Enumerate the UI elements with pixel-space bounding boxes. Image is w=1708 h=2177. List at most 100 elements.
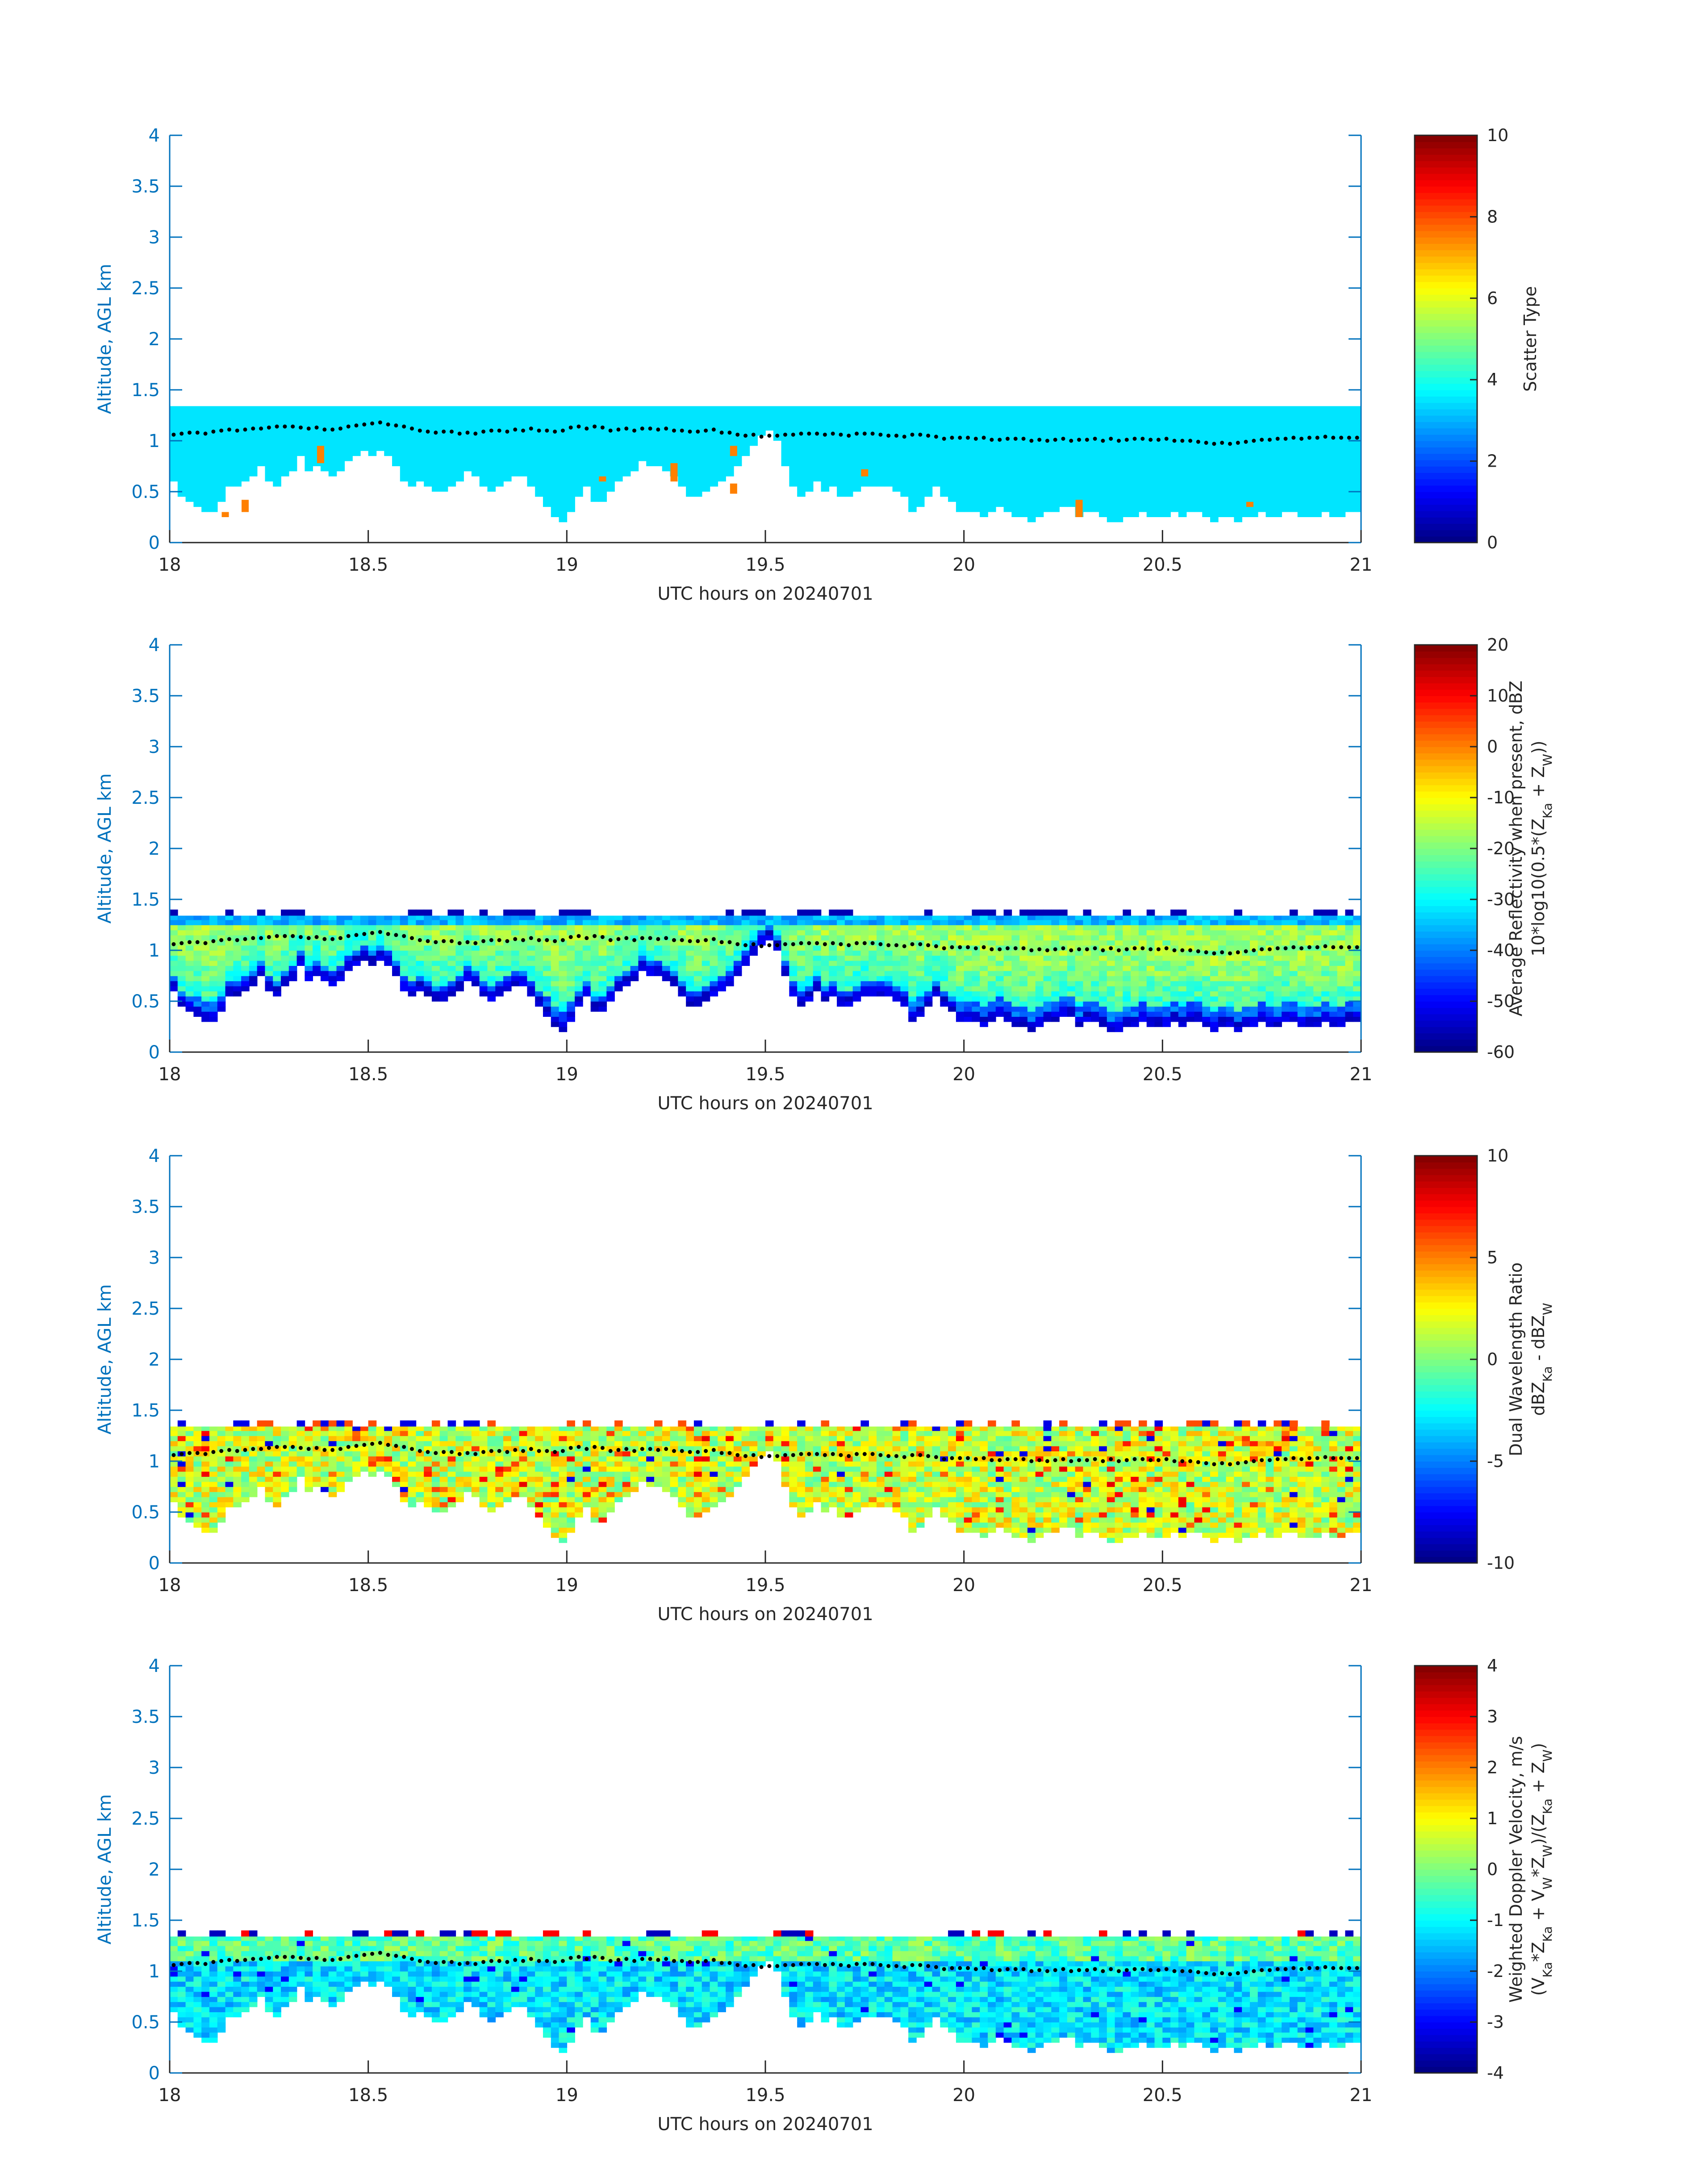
cloud-cell bbox=[829, 925, 837, 931]
cloud-top-cell bbox=[908, 1420, 917, 1427]
cloud-cell bbox=[860, 1487, 869, 1492]
cloud-cell bbox=[320, 960, 329, 966]
cloud-cell bbox=[313, 970, 321, 976]
cloud-cell bbox=[884, 1456, 893, 1462]
cloud-cell bbox=[328, 1466, 337, 1472]
cloud-top-dot bbox=[1196, 439, 1200, 444]
cloud-top-dot bbox=[521, 428, 526, 433]
cloud-cell bbox=[1162, 981, 1171, 986]
cloud-cell bbox=[877, 991, 885, 997]
cloud-cell bbox=[813, 1430, 822, 1436]
cloud-cell bbox=[1234, 930, 1242, 936]
cloud-cell bbox=[249, 965, 258, 971]
cloud-cell bbox=[932, 1446, 941, 1451]
cloud-cell bbox=[360, 1451, 369, 1457]
cloud-cell bbox=[821, 1456, 830, 1462]
cloud-cell bbox=[1138, 1011, 1147, 1017]
cloud-cell bbox=[718, 965, 726, 971]
cloud-cell bbox=[622, 930, 631, 936]
cloud-cell bbox=[376, 1430, 385, 1436]
cloud-cell bbox=[844, 940, 853, 946]
cloud-cell bbox=[1123, 1001, 1131, 1007]
cloud-cell bbox=[900, 1492, 909, 1497]
cloud-cell bbox=[590, 915, 599, 920]
cloud-cell bbox=[559, 1016, 568, 1022]
cloud-cell bbox=[1234, 965, 1242, 971]
cloud-top-dot bbox=[1339, 435, 1344, 440]
cloud-cell bbox=[241, 1487, 250, 1492]
cloud-cell bbox=[813, 406, 822, 482]
cloud-cell bbox=[543, 919, 551, 925]
cloud-cell bbox=[646, 945, 655, 951]
cloud-cell bbox=[789, 986, 798, 991]
cloud-cell bbox=[1345, 919, 1354, 925]
isolated-cell bbox=[670, 463, 678, 482]
cloud-cell bbox=[273, 960, 281, 966]
cloud-cell bbox=[948, 950, 956, 956]
cloud-top-dot bbox=[378, 420, 382, 425]
cloud-cell bbox=[670, 1466, 679, 1472]
cloud-cell bbox=[908, 960, 917, 966]
cloud-cell bbox=[1345, 960, 1354, 966]
cloud-cell bbox=[567, 1512, 575, 1518]
cloud-cell bbox=[956, 991, 965, 997]
cloud-cell bbox=[964, 1441, 973, 1446]
cloud-cell bbox=[241, 940, 250, 946]
cloud-cell bbox=[956, 965, 965, 971]
cloud-cell bbox=[344, 945, 353, 951]
cloud-cell bbox=[177, 925, 186, 931]
cloud-cell bbox=[844, 981, 853, 986]
cloud-cell bbox=[693, 1446, 702, 1451]
cloud-cell bbox=[789, 955, 798, 961]
cloud-cell bbox=[313, 1456, 321, 1462]
cloud-cell bbox=[543, 991, 551, 997]
cloud-cell bbox=[209, 1471, 218, 1477]
cloud-cell bbox=[678, 1496, 686, 1502]
cloud-cell bbox=[606, 925, 615, 931]
cloud-cell bbox=[908, 935, 917, 940]
cloud-cell bbox=[1210, 1006, 1219, 1012]
cloud-cell bbox=[646, 965, 655, 971]
cloud-cell bbox=[940, 1461, 948, 1467]
cloud-cell bbox=[877, 1476, 885, 1482]
cloud-top-dot bbox=[688, 429, 692, 434]
colorbar-segment bbox=[1415, 944, 1477, 951]
cloud-cell bbox=[686, 1466, 694, 1472]
cloud-cell bbox=[718, 986, 726, 991]
cloud-top-dot bbox=[251, 936, 255, 940]
cloud-cell bbox=[813, 1481, 822, 1487]
cloud-cell bbox=[170, 970, 178, 976]
cloud-cell bbox=[1059, 970, 1068, 976]
cloud-cell bbox=[749, 1456, 758, 1462]
cloud-cell bbox=[455, 955, 464, 961]
cloud-cell bbox=[1035, 991, 1044, 997]
cloud-cell bbox=[710, 1451, 718, 1457]
cloud-cell bbox=[511, 1471, 520, 1477]
cloud-cell bbox=[598, 945, 607, 951]
cloud-cell bbox=[702, 940, 710, 946]
cloud-cell bbox=[1305, 935, 1314, 940]
cloud-cell bbox=[908, 919, 917, 925]
cloud-cell bbox=[495, 1492, 504, 1497]
cloud-cell bbox=[892, 1461, 901, 1467]
cloud-cell bbox=[265, 1466, 274, 1472]
cloud-cell bbox=[972, 1522, 981, 1528]
isolated-cell bbox=[730, 483, 737, 494]
cloud-cell bbox=[916, 976, 925, 982]
cloud-cell bbox=[559, 986, 568, 991]
cloud-cell bbox=[749, 950, 758, 956]
cloud-top-dot bbox=[998, 438, 1002, 442]
cloud-cell bbox=[741, 1451, 750, 1457]
cloud-cell bbox=[1202, 991, 1211, 997]
cloud-cell bbox=[860, 1471, 869, 1477]
cloud-cell bbox=[980, 1481, 988, 1487]
cloud-cell bbox=[598, 1426, 607, 1431]
cloud-cell bbox=[1115, 976, 1123, 982]
x-tick-label: 18 bbox=[159, 555, 181, 575]
cloud-cell bbox=[209, 1522, 218, 1528]
cloud-cell bbox=[281, 1441, 289, 1446]
cloud-top-dot bbox=[1021, 436, 1026, 441]
cloud-cell bbox=[813, 970, 822, 976]
cloud-cell bbox=[241, 1426, 250, 1431]
